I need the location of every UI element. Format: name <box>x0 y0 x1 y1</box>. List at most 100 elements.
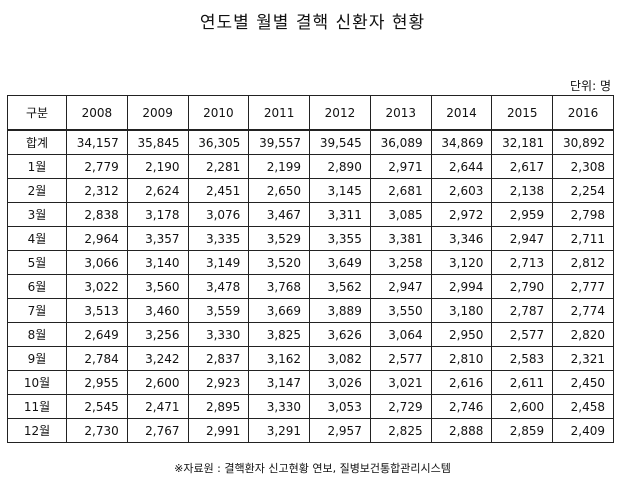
table-cell: 3,335 <box>187 226 250 251</box>
table-row: 2월 2,312 2,624 2,451 2,650 3,145 2,681 2,603 2,1… <box>7 178 614 203</box>
table-cell: 2,947 <box>491 226 554 251</box>
table-row: 7월 3,513 3,460 3,559 3,669 3,889 3,550 3,180 2,7… <box>7 298 614 323</box>
table-cell: 3,768 <box>248 274 311 299</box>
table-cell: 3,082 <box>309 346 371 371</box>
table-cell: 2,190 <box>126 154 189 179</box>
table-cell: 3,649 <box>309 250 371 275</box>
header-year: 2008 <box>66 95 128 131</box>
source-note: ※자료원 : 결핵환자 신고현황 연보, 질병보건통합관리시스템 <box>174 462 451 475</box>
header-year: 2010 <box>187 95 250 131</box>
table-cell: 2,812 <box>552 250 614 275</box>
table-cell: 2,624 <box>126 178 189 203</box>
table-cell: 3,467 <box>248 202 311 227</box>
header-year: 2013 <box>369 95 432 131</box>
table-cell: 3,145 <box>309 178 371 203</box>
table-cell: 2,837 <box>187 346 250 371</box>
table-cell: 39,557 <box>248 129 311 155</box>
row-label: 8월 <box>7 322 67 347</box>
table-cell: 2,779 <box>66 154 128 179</box>
table-cell: 2,825 <box>369 418 432 443</box>
table-cell: 2,955 <box>66 370 128 395</box>
table-cell: 3,381 <box>369 226 432 251</box>
table-row: 8월 2,649 3,256 3,330 3,825 3,626 3,064 2,950 2,5… <box>7 322 614 347</box>
table-cell: 3,256 <box>126 322 189 347</box>
table-cell: 2,281 <box>187 154 250 179</box>
header-year: 2011 <box>248 95 311 131</box>
table-cell: 2,577 <box>491 322 554 347</box>
table-cell: 3,291 <box>248 418 311 443</box>
table-cell: 2,991 <box>187 418 250 443</box>
table-cell: 30,892 <box>552 129 614 155</box>
table-cell: 2,730 <box>66 418 128 443</box>
table-cell: 2,777 <box>552 274 614 299</box>
table-row: 5월 3,066 3,140 3,149 3,520 3,649 3,258 3,120 2,7… <box>7 250 614 275</box>
header-year: 2009 <box>126 95 189 131</box>
table-cell: 3,149 <box>187 250 250 275</box>
table-cell: 3,021 <box>369 370 432 395</box>
table-cell: 2,603 <box>430 178 493 203</box>
table-cell: 2,308 <box>552 154 614 179</box>
table-cell: 2,711 <box>552 226 614 251</box>
row-label: 10월 <box>7 370 67 395</box>
table-cell: 2,649 <box>66 322 128 347</box>
table-cell: 2,583 <box>491 346 554 371</box>
table-cell: 2,644 <box>430 154 493 179</box>
table-cell: 3,889 <box>309 298 371 323</box>
table-cell: 3,560 <box>126 274 189 299</box>
table-cell: 3,478 <box>187 274 250 299</box>
header-year: 2015 <box>491 95 554 131</box>
table-cell: 2,959 <box>491 202 554 227</box>
table-cell: 2,994 <box>430 274 493 299</box>
table-cell: 35,845 <box>126 129 189 155</box>
table-cell: 2,199 <box>248 154 311 179</box>
table-cell: 2,838 <box>66 202 128 227</box>
table-cell: 3,559 <box>187 298 250 323</box>
table-cell: 3,178 <box>126 202 189 227</box>
table-cell: 2,767 <box>126 418 189 443</box>
table-cell: 36,089 <box>369 129 432 155</box>
table-cell: 3,330 <box>248 394 311 419</box>
table-row: 6월 3,022 3,560 3,478 3,768 3,562 2,947 2,994 2,7… <box>7 274 614 299</box>
header-corner: 구분 <box>7 95 67 131</box>
table-row: 10월 2,955 2,600 2,923 3,147 3,026 3,021 2,616 2,… <box>7 370 614 395</box>
table-cell: 3,140 <box>126 250 189 275</box>
table-cell: 2,729 <box>369 394 432 419</box>
row-label: 합계 <box>7 129 67 155</box>
table-cell: 2,138 <box>491 178 554 203</box>
table-cell: 3,242 <box>126 346 189 371</box>
table-cell: 3,311 <box>309 202 371 227</box>
table-cell: 3,053 <box>309 394 371 419</box>
table-cell: 3,022 <box>66 274 128 299</box>
table-cell: 2,681 <box>369 178 432 203</box>
row-label: 4월 <box>7 226 67 251</box>
row-label: 5월 <box>7 250 67 275</box>
row-label: 11월 <box>7 394 67 419</box>
table-cell: 2,971 <box>369 154 432 179</box>
table-cell: 2,611 <box>491 370 554 395</box>
row-label: 3월 <box>7 202 67 227</box>
page-title: 연도별 월별 결핵 신환자 현황 <box>199 13 426 33</box>
table-cell: 3,669 <box>248 298 311 323</box>
table-cell: 2,888 <box>430 418 493 443</box>
table-cell: 3,064 <box>369 322 432 347</box>
table-cell: 3,626 <box>309 322 371 347</box>
table-cell: 2,746 <box>430 394 493 419</box>
table-cell: 2,784 <box>66 346 128 371</box>
header-year: 2012 <box>309 95 371 131</box>
table-cell: 2,947 <box>369 274 432 299</box>
table-cell: 36,305 <box>187 129 250 155</box>
tb-stats-table: 구분 2008 2009 2010 2011 2012 2013 2014 20… <box>7 95 614 443</box>
table-body: 합계 34,157 35,845 36,305 39,557 39,545 36,089 34… <box>7 129 614 443</box>
unit-label: 단위: 명 <box>570 79 611 93</box>
table-cell: 2,774 <box>552 298 614 323</box>
row-label: 1월 <box>7 154 67 179</box>
table-cell: 3,180 <box>430 298 493 323</box>
table-cell: 2,713 <box>491 250 554 275</box>
table-cell: 34,869 <box>430 129 493 155</box>
table-cell: 2,923 <box>187 370 250 395</box>
table-cell: 3,066 <box>66 250 128 275</box>
table-cell: 3,120 <box>430 250 493 275</box>
table-cell: 2,616 <box>430 370 493 395</box>
table-cell: 39,545 <box>309 129 371 155</box>
table-cell: 2,312 <box>66 178 128 203</box>
